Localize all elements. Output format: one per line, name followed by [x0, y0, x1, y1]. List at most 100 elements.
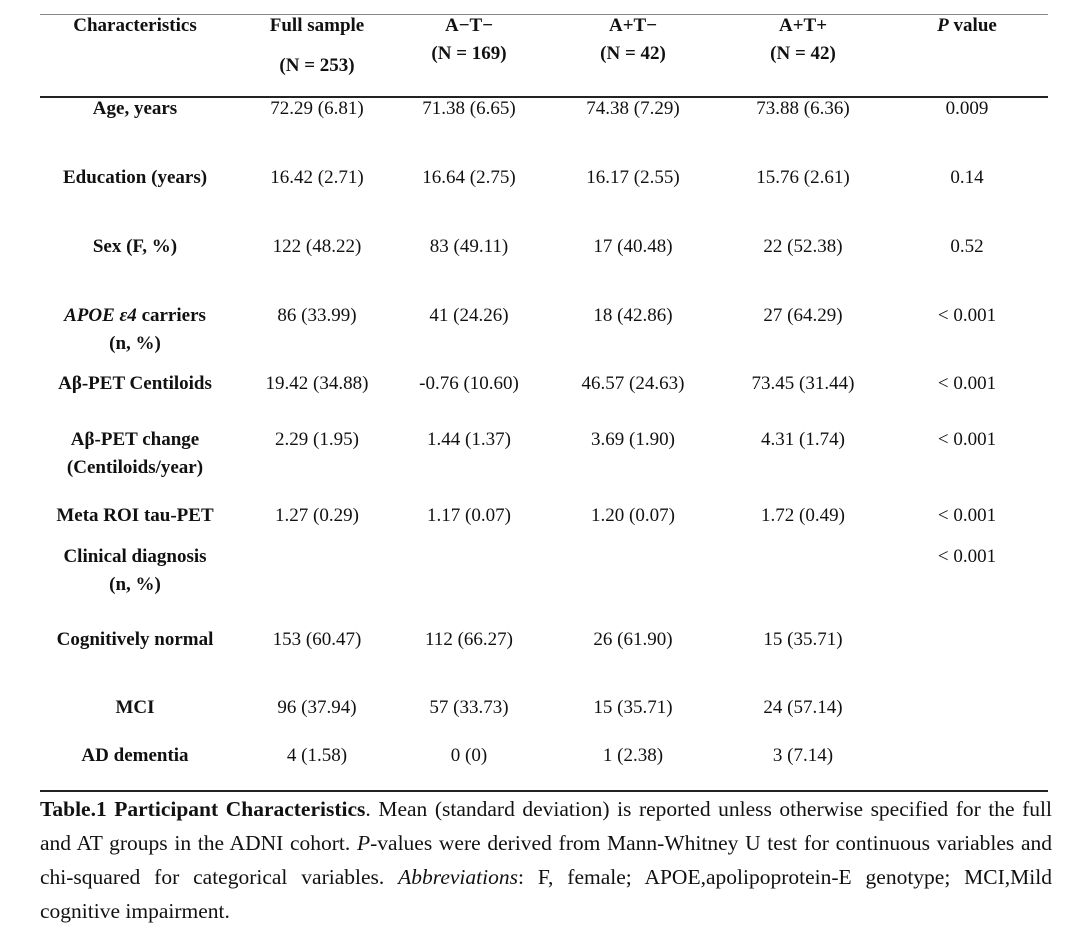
row-label-text: Education (years) [62, 167, 208, 188]
header-cell: Characteristics [73, 12, 196, 40]
table-cell: 1.27 (0.29) [275, 505, 359, 526]
table-cell: 57 (33.73) [429, 697, 509, 718]
table-cell: 16.42 (2.71) [270, 167, 364, 188]
table-cell: 15.76 (2.61) [756, 167, 850, 188]
table-cell: 153 (60.47) [272, 629, 362, 650]
row-sublabel: (n, %) [109, 333, 161, 354]
table-cell: 16.64 (2.75) [422, 167, 516, 188]
row-label-italic: APOE ε4 [64, 305, 137, 326]
table-cell: 3 (7.14) [772, 745, 834, 766]
p-value-cell: 0.009 [945, 98, 989, 119]
table-cell: 4.31 (1.74) [761, 429, 845, 450]
table-cell: 3.69 (1.90) [591, 429, 675, 450]
caption-title: Table.1 Participant Characteristics [40, 797, 366, 821]
p-value-cell: 0.14 [950, 167, 984, 188]
caption-p-italic: P [356, 831, 371, 855]
caption-text-3: : F, female; APOE,apolipoprotein-E genot… [40, 865, 1052, 923]
table-cell: -0.76 (10.60) [419, 373, 519, 394]
header-cell: Full sample [270, 12, 364, 40]
row-label-text: MCI [115, 697, 155, 718]
table-cell: 22 (52.38) [763, 236, 843, 257]
header-cell: A+T− [609, 12, 657, 40]
table-cell: 17 (40.48) [593, 236, 673, 257]
table-cell: 16.17 (2.55) [586, 167, 680, 188]
table-cell: 15 (35.71) [593, 697, 673, 718]
row-label: Sex (F, %) [93, 233, 177, 261]
table-cell: 2.29 (1.95) [275, 429, 359, 450]
table-cell: 4 (1.58) [286, 745, 348, 766]
header-sublabel: (N = 42) [600, 43, 666, 64]
header-italic: P [937, 15, 949, 36]
header-sublabel: (N = 253) [279, 55, 355, 76]
row-label-text: Meta ROI tau-PET [56, 505, 214, 526]
row-label-text: Age, years [92, 98, 178, 119]
row-label-text: Sex (F, %) [92, 236, 178, 257]
table-cell: 0 (0) [450, 745, 488, 766]
row-label-text: Cognitively normal [56, 629, 214, 650]
table-cell: 15 (35.71) [763, 629, 843, 650]
row-label: Cognitively normal [57, 626, 214, 654]
row-label: Age, years [93, 95, 177, 123]
header-label: Full sample [269, 15, 365, 36]
header-label: A−T− [444, 15, 494, 36]
table-cell: 18 (42.86) [593, 305, 673, 326]
p-value-cell: < 0.001 [937, 373, 997, 394]
table-cell: 1.20 (0.07) [591, 505, 675, 526]
table-cell: 96 (37.94) [277, 697, 357, 718]
header-cell: A−T− [445, 12, 493, 40]
row-label: AD dementia [81, 742, 188, 770]
header-cell: A+T+ [779, 12, 827, 40]
row-label-text: Aβ-PET Centiloids [58, 373, 212, 394]
table-cell: 86 (33.99) [277, 305, 357, 326]
row-label: Meta ROI tau-PET [56, 502, 213, 530]
table-cell: 72.29 (6.81) [270, 98, 364, 119]
table-cell: 73.45 (31.44) [751, 373, 855, 394]
caption-abbreviations: Abbreviations [398, 865, 518, 889]
table-cell: 26 (61.90) [593, 629, 673, 650]
table-cell: 112 (66.27) [425, 629, 513, 650]
table-cell: 71.38 (6.65) [422, 98, 516, 119]
table-cell: 74.38 (7.29) [586, 98, 680, 119]
row-label: Clinical diagnosis [63, 543, 206, 571]
header-label: A+T+ [778, 15, 828, 36]
table-cell: 1 (2.38) [602, 745, 664, 766]
row-label: Aβ-PET Centiloids [58, 370, 212, 398]
row-label-text: AD dementia [81, 745, 189, 766]
row-label-text: Clinical diagnosis [63, 546, 207, 567]
row-label: Aβ-PET change [71, 426, 199, 454]
row-label: Education (years) [63, 164, 207, 192]
p-value-cell: 0.52 [950, 236, 984, 257]
table-cell: 1.44 (1.37) [427, 429, 511, 450]
header-cell: P value [937, 12, 997, 40]
row-label-text: Aβ-PET change [70, 429, 200, 450]
bottom-rule [40, 790, 1048, 792]
header-rule [40, 96, 1048, 98]
table-cell: 1.72 (0.49) [761, 505, 845, 526]
p-value-cell: < 0.001 [937, 429, 997, 450]
table-cell: 1.17 (0.07) [427, 505, 511, 526]
caption-text-1: . Mean (standard deviation) is reported … [40, 797, 1052, 855]
table-cell: 73.88 (6.36) [756, 98, 850, 119]
table-cell: 41 (24.26) [429, 305, 509, 326]
table-cell: 46.57 (24.63) [581, 373, 685, 394]
row-sublabel: (Centiloids/year) [66, 457, 204, 478]
table-cell: 19.42 (34.88) [265, 373, 369, 394]
header-label: Characteristics [73, 15, 197, 36]
table-cell: 83 (49.11) [429, 236, 509, 257]
table-cell: 27 (64.29) [763, 305, 843, 326]
row-label-text: carriers [136, 305, 206, 326]
top-rule [40, 14, 1048, 15]
p-value-cell: < 0.001 [937, 546, 997, 567]
row-label: APOE ε4 carriers [64, 302, 206, 330]
header-sublabel: (N = 42) [770, 43, 836, 64]
row-label: MCI [115, 694, 154, 722]
row-sublabel: (n, %) [109, 574, 161, 595]
table-caption: Table.1 Participant Characteristics. Mea… [40, 792, 1052, 928]
table-frame: Characteristics Full sample (N = 253) A−T− (… [40, 0, 1052, 938]
p-value-cell: < 0.001 [937, 505, 997, 526]
p-value-cell: < 0.001 [937, 305, 997, 326]
header-sublabel: (N = 169) [431, 43, 507, 64]
caption-text-2: -values were derived from Mann-Whitney U… [40, 831, 1052, 889]
table-cell: 24 (57.14) [763, 697, 843, 718]
table-cell: 122 (48.22) [272, 236, 362, 257]
